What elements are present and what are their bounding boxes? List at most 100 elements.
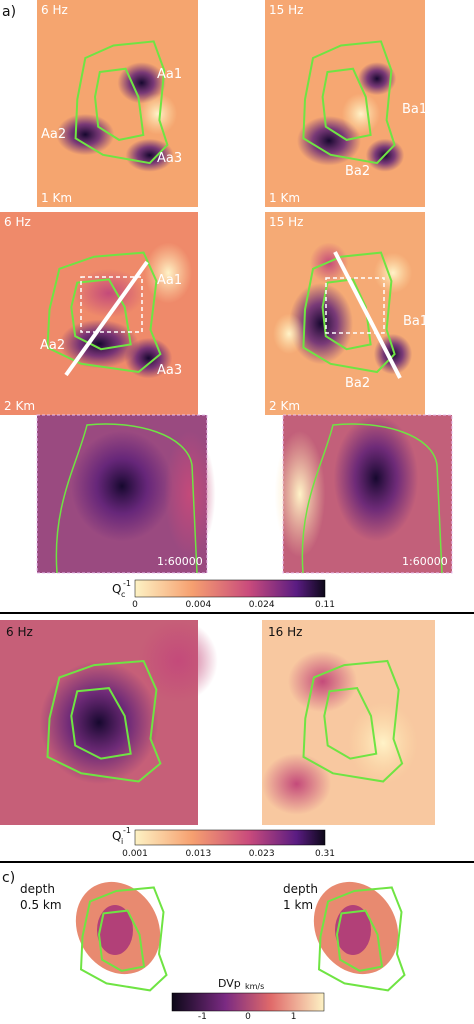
map	[0, 212, 198, 415]
caldera-outline	[79, 886, 168, 992]
anomaly-label: Ba2	[345, 376, 370, 391]
anomaly-shade	[73, 268, 145, 318]
velocity-anomaly	[335, 905, 371, 955]
colorbar	[134, 579, 326, 598]
caldera-outline	[317, 886, 406, 992]
anomaly-shade	[357, 62, 397, 96]
caldera-outline	[55, 423, 198, 574]
colorbar-tick-label: 0.004	[185, 600, 211, 610]
colorbar-tick-label: 0	[245, 1012, 251, 1022]
colorbar	[134, 829, 326, 846]
caldera-outline	[97, 909, 146, 972]
colorbar-tick-label: 0.013	[185, 849, 211, 859]
map	[265, 212, 425, 415]
anomaly-label: Ba2	[345, 164, 370, 179]
panel-label: a)	[2, 4, 16, 20]
caldera-outline	[302, 40, 396, 165]
scale-label: 1 Km	[41, 191, 72, 205]
anomaly-shade	[56, 113, 115, 156]
colorbar-tick-label: 0	[132, 600, 138, 610]
velocity-map	[313, 881, 406, 992]
anomaly-shade	[333, 415, 419, 542]
anomaly-label: Ba1	[402, 102, 427, 117]
colorbar-tick-label: 0.023	[249, 849, 275, 859]
depth-label: 0.5 km	[20, 898, 62, 912]
caldera-outline	[302, 659, 404, 783]
anomaly-shade	[164, 430, 216, 558]
caldera-outline	[301, 423, 443, 574]
panel-label: c)	[2, 870, 15, 886]
anomaly-shade	[373, 252, 413, 294]
anomaly-label: Aa2	[41, 127, 66, 142]
scale-label: 2 Km	[269, 399, 300, 413]
zoom-map	[36, 414, 216, 574]
anomaly-label: Aa2	[40, 338, 65, 353]
velocity-anomaly	[97, 905, 133, 955]
colorbar-label: Q	[112, 829, 121, 843]
colorbar-tick-label: 1	[291, 1012, 297, 1022]
depth-label: depth	[20, 882, 55, 896]
anomaly-label: Aa1	[157, 67, 182, 82]
colorbar-label: DVp	[218, 977, 241, 990]
zoom-map	[274, 414, 453, 574]
frequency-label: 16 Hz	[268, 625, 302, 639]
colorbar-tick-label: 0.11	[315, 600, 335, 610]
caldera-outline	[321, 278, 372, 351]
anomaly-shade	[274, 430, 326, 558]
caldera-outline	[46, 251, 162, 374]
anomaly-shade	[262, 753, 332, 815]
depth-label: depth	[283, 882, 318, 896]
anomaly-shade	[273, 313, 305, 355]
frequency-label: 6 Hz	[4, 215, 31, 229]
colorbar-label: Q	[112, 582, 121, 596]
map	[265, 0, 425, 207]
anomaly-shade	[341, 93, 381, 135]
anomaly-shade	[117, 62, 166, 104]
anomaly-label: Ba1	[403, 314, 428, 329]
anomaly-label: Aa1	[157, 273, 182, 288]
frequency-label: 6 Hz	[6, 625, 33, 639]
colorbar-label: km/s	[245, 982, 264, 991]
frequency-label: 15 Hz	[269, 215, 303, 229]
map	[37, 0, 198, 207]
colorbar-label: -1	[123, 579, 131, 588]
anomaly-shade	[39, 661, 159, 784]
anomaly-label: Aa3	[157, 151, 182, 166]
caldera-outline	[70, 687, 132, 760]
colorbar-tick-label: 0.001	[122, 849, 148, 859]
profile-line	[333, 251, 402, 379]
scale-label: 2 Km	[4, 399, 35, 413]
map	[262, 620, 435, 825]
anomaly-shade	[348, 702, 418, 784]
colorbar-label: i	[121, 837, 123, 846]
anomaly-label: Aa3	[157, 363, 182, 378]
anomaly-shade	[138, 620, 218, 702]
colorbar-label: c	[121, 590, 125, 599]
anomaly-shade	[138, 93, 178, 135]
scale-label: 1 Km	[269, 191, 300, 205]
anomaly-shade	[297, 115, 361, 166]
colorbar	[171, 992, 325, 1012]
zoom-box	[80, 276, 143, 333]
caldera-outline	[74, 40, 169, 165]
colorbar-label: -1	[123, 826, 131, 835]
caldera-outline	[335, 909, 384, 972]
caldera-outline	[46, 659, 162, 783]
profile-line	[64, 260, 149, 377]
anomaly-shade	[71, 430, 173, 542]
scale-label: 1:60000	[402, 555, 448, 568]
anomaly-shade	[125, 138, 174, 172]
caldera-outline	[93, 67, 145, 141]
colorbar-tick-label: -1	[198, 1012, 207, 1022]
depth-label: 1 km	[283, 898, 313, 912]
colorbar-tick-label: 0.31	[315, 849, 335, 859]
colorbar-tick-label: 0.024	[249, 600, 275, 610]
scale-label: 1:60000	[157, 555, 203, 568]
caldera-outline	[321, 67, 372, 141]
frequency-label: 15 Hz	[269, 3, 303, 17]
map	[0, 620, 218, 825]
zoom-box	[325, 277, 385, 334]
caldera-outline	[323, 687, 378, 760]
anomaly-shade	[287, 650, 358, 713]
